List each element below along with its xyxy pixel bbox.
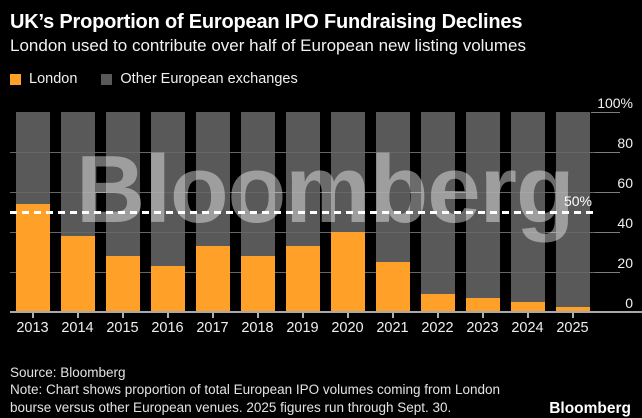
bar-column-2025: [555, 112, 590, 312]
bar-other-2025: [555, 112, 590, 307]
bar-london-2024: [510, 302, 545, 312]
bar-column-2023: [465, 112, 500, 312]
x-label-2024: 2024: [511, 320, 544, 336]
bar-column-2024: [510, 112, 545, 312]
x-label-2016: 2016: [151, 320, 184, 336]
bar-other-2017: [195, 112, 230, 246]
y-label-40: 40: [617, 215, 633, 231]
plot-area: Bloomberg: [10, 112, 595, 312]
bar-other-2023: [465, 112, 500, 298]
bar-london-2013: [15, 204, 50, 312]
y-tick-20: [591, 272, 620, 273]
x-label-2022: 2022: [421, 320, 454, 336]
bar-other-2021: [375, 112, 410, 262]
bar-london-2021: [375, 262, 410, 312]
y-label-20: 20: [617, 255, 633, 271]
x-tick-2018: [256, 312, 259, 318]
bar-london-2014: [60, 236, 95, 312]
x-label-2015: 2015: [106, 320, 139, 336]
legend-swatch-other: [101, 73, 113, 85]
bar-london-2019: [285, 246, 320, 312]
bar-other-2024: [510, 112, 545, 302]
bar-london-2018: [240, 256, 275, 312]
y-label-60: 60: [617, 175, 633, 191]
x-tick-2021: [391, 312, 394, 318]
x-label-2021: 2021: [376, 320, 409, 336]
y-label-0: 0: [625, 295, 633, 311]
x-tick-2025: [571, 312, 574, 318]
y-axis: 100% 80 60 40 20 0: [591, 95, 642, 312]
x-label-2018: 2018: [241, 320, 274, 336]
bar-column-2017: [195, 112, 230, 312]
bar-other-2013: [15, 112, 50, 204]
x-tick-2017: [211, 312, 214, 318]
bar-london-2017: [195, 246, 230, 312]
bar-column-2019: [285, 112, 320, 312]
bar-column-2014: [60, 112, 95, 312]
y-label-100: 100%: [597, 95, 633, 111]
x-tick-2016: [166, 312, 169, 318]
bar-london-2015: [105, 256, 140, 312]
bar-column-2013: [15, 112, 50, 312]
x-tick-2015: [121, 312, 124, 318]
legend-item-other: Other European exchanges: [101, 71, 298, 87]
gridline-80: [10, 152, 595, 153]
legend-item-london: London: [10, 71, 77, 87]
y-label-80: 80: [617, 135, 633, 151]
bloomberg-logo: Bloomberg: [549, 400, 631, 417]
x-axis-baseline: [10, 311, 642, 313]
x-label-2013: 2013: [16, 320, 49, 336]
x-tick-2024: [526, 312, 529, 318]
x-tick-2014: [76, 312, 79, 318]
x-tick-2020: [346, 312, 349, 318]
x-label-2020: 2020: [331, 320, 364, 336]
note-line-2: bourse versus other European venues. 202…: [10, 399, 452, 415]
bar-other-2016: [150, 112, 185, 266]
bar-london-2023: [465, 298, 500, 312]
x-label-2023: 2023: [466, 320, 499, 336]
fifty-percent-line: [10, 211, 595, 214]
footer: Source: Bloomberg Note: Chart shows prop…: [10, 364, 500, 416]
gridline-40: [10, 232, 595, 233]
note-line-1: Note: Chart shows proportion of total Eu…: [10, 382, 501, 398]
chart-subtitle: London used to contribute over half of E…: [10, 36, 526, 55]
x-label-2019: 2019: [286, 320, 319, 336]
source-text: Source: Bloomberg: [10, 365, 126, 380]
x-label-2014: 2014: [61, 320, 94, 336]
legend-label-other: Other European exchanges: [120, 71, 298, 87]
bar-column-2022: [420, 112, 455, 312]
x-tick-2019: [301, 312, 304, 318]
legend-label-london: London: [29, 71, 78, 87]
bar-column-2016: [150, 112, 185, 312]
gridline-60: [10, 192, 595, 193]
x-label-2025: 2025: [556, 320, 589, 336]
x-tick-2013: [31, 312, 34, 318]
legend: London Other European exchanges: [10, 71, 298, 87]
x-label-2017: 2017: [196, 320, 229, 336]
bar-london-2020: [330, 232, 365, 312]
y-tick-80: [591, 152, 620, 153]
legend-swatch-london: [10, 73, 21, 85]
x-axis: 2013 2014 2015 2016 2017 2018 2019 2020 2021 2022…: [10, 312, 595, 338]
x-tick-2023: [481, 312, 484, 318]
y-tick-60: [591, 192, 620, 193]
chart-title: UK’s Proportion of European IPO Fundrais…: [10, 11, 523, 33]
bar-other-2014: [60, 112, 95, 236]
bar-london-2016: [150, 266, 185, 312]
x-tick-2022: [436, 312, 439, 318]
y-tick-40: [591, 232, 620, 233]
bar-column-2021: [375, 112, 410, 312]
bar-london-2025: [555, 307, 590, 312]
bloomberg-watermark: Bloomberg: [76, 136, 575, 243]
fifty-percent-label: 50%: [563, 193, 592, 209]
bar-other-2022: [420, 112, 455, 294]
bar-other-2019: [285, 112, 320, 246]
bar-london-2022: [420, 294, 455, 312]
y-tick-100: [591, 112, 620, 113]
